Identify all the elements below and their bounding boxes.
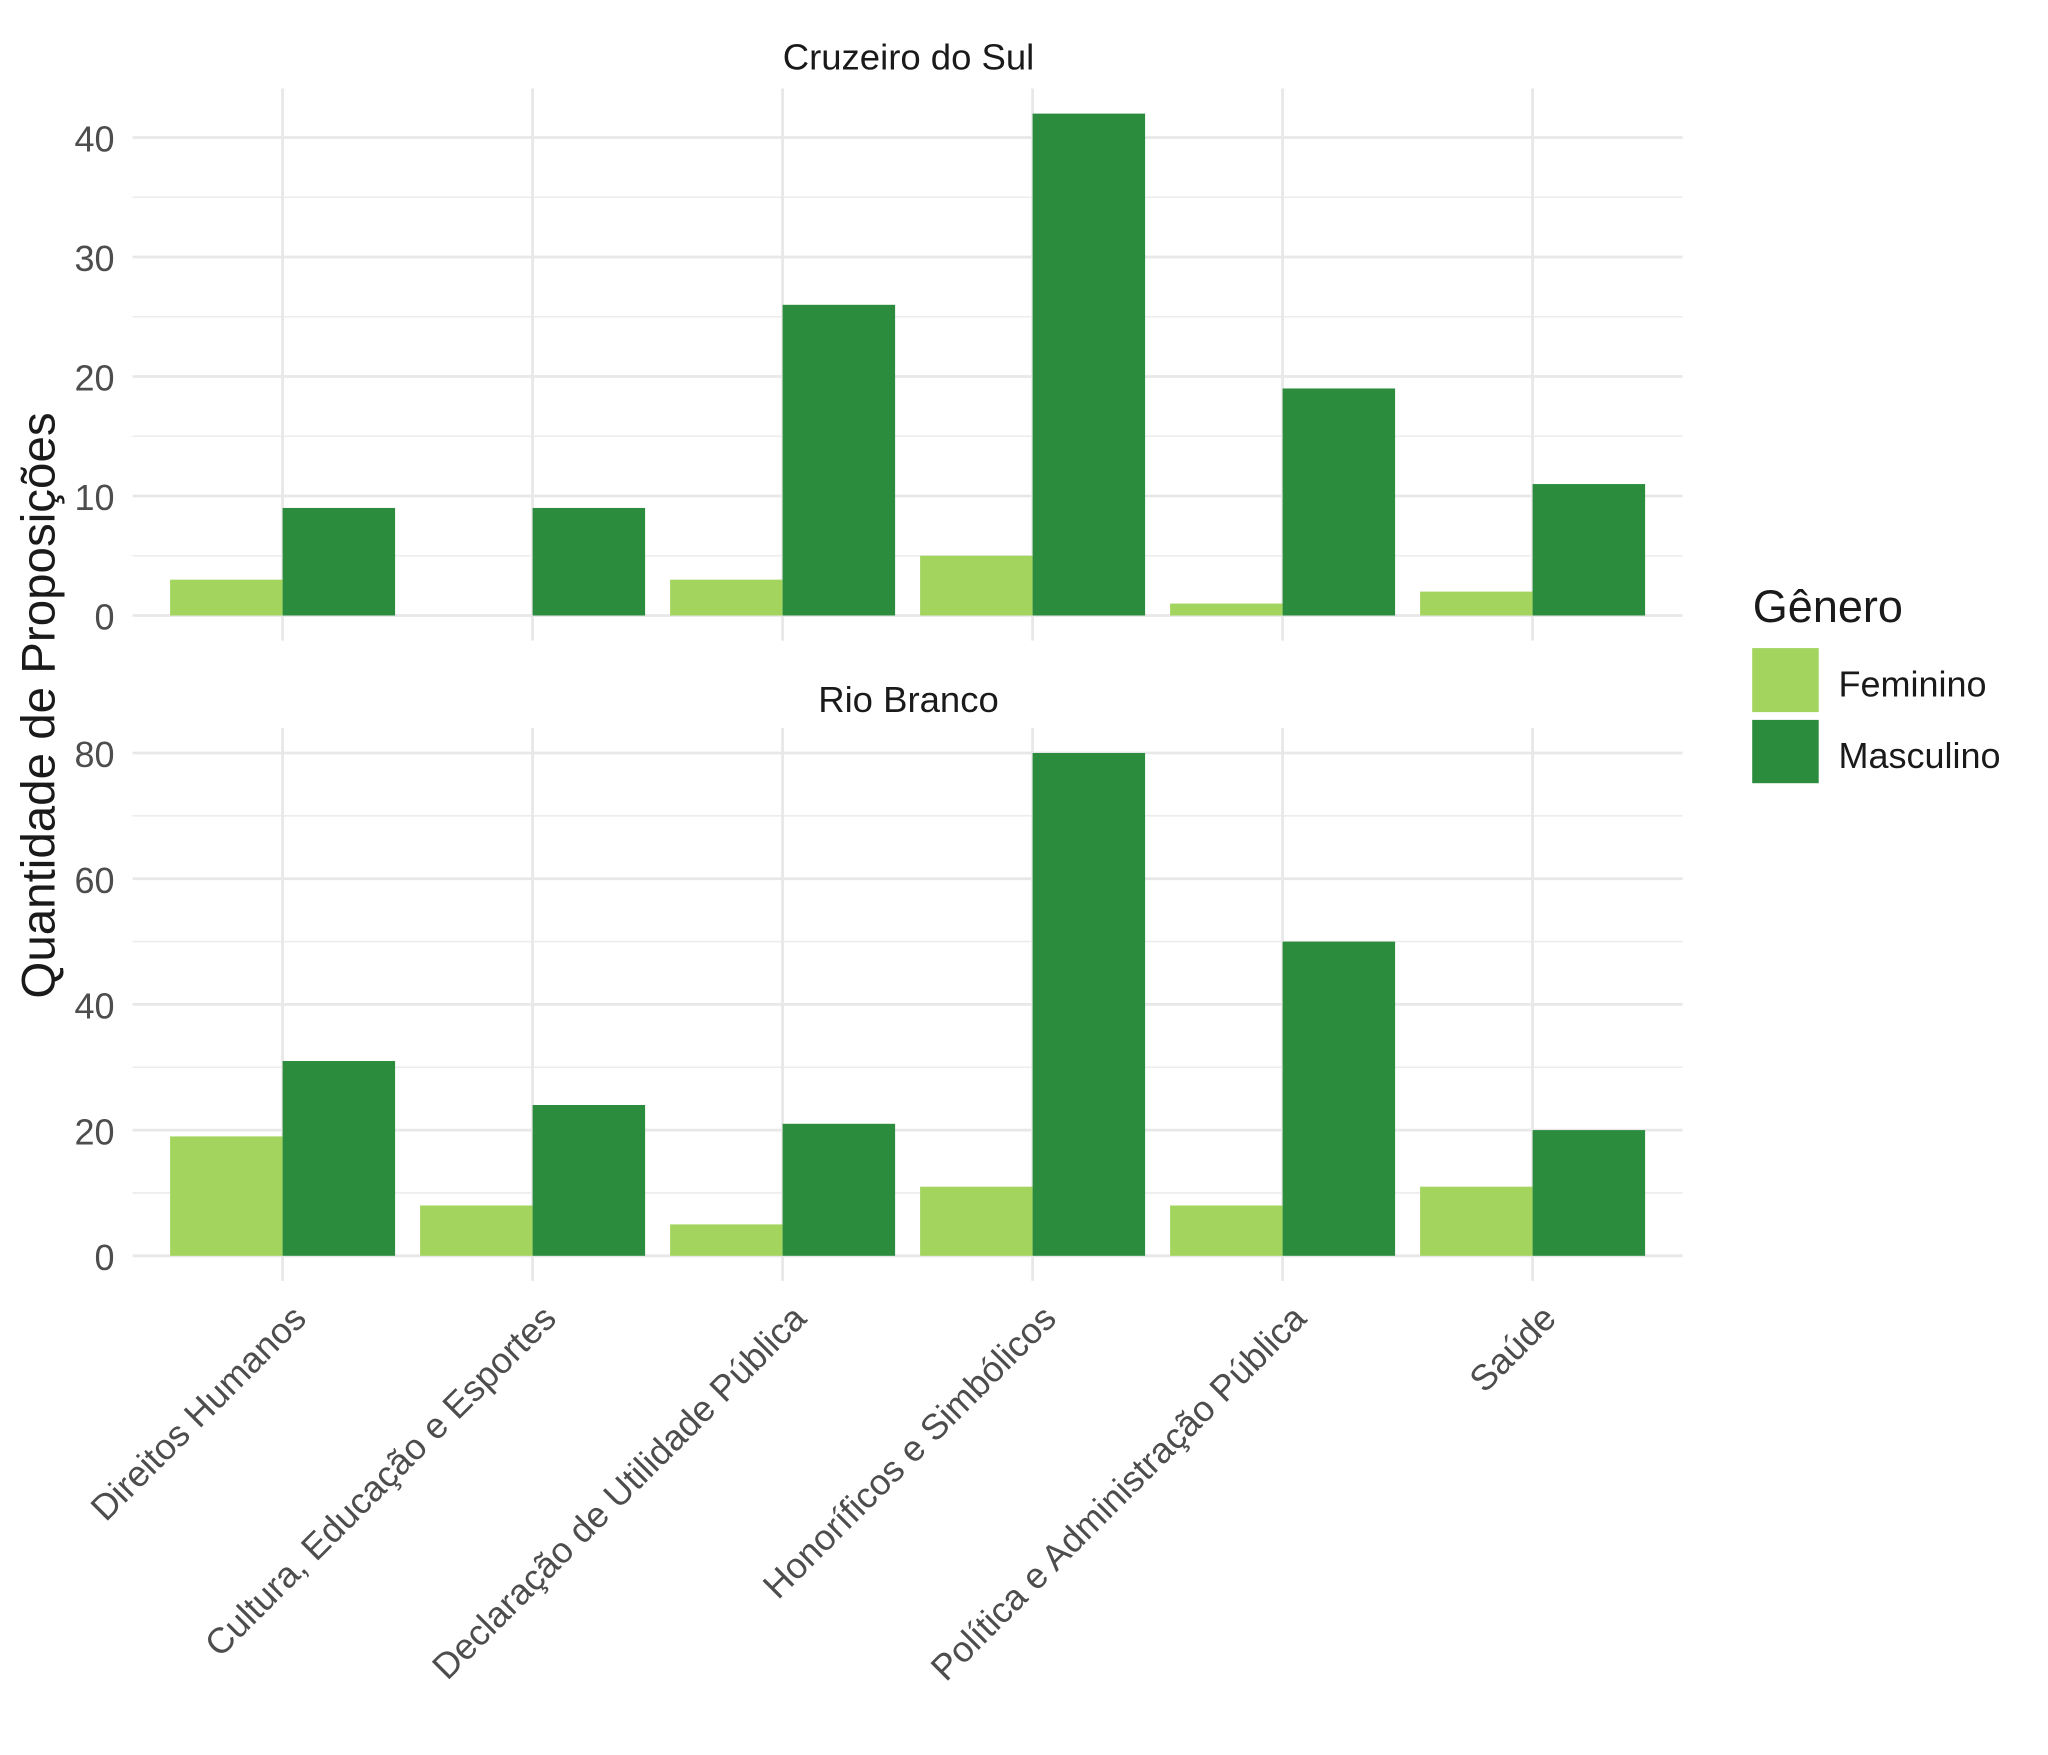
svg-text:10: 10 (74, 477, 114, 518)
svg-text:0: 0 (94, 597, 114, 638)
svg-text:30: 30 (74, 238, 114, 279)
svg-text:Feminino: Feminino (1839, 663, 1987, 704)
svg-text:Gênero: Gênero (1753, 581, 1903, 632)
svg-text:60: 60 (74, 860, 114, 901)
svg-text:40: 40 (74, 119, 114, 160)
svg-text:Masculino: Masculino (1839, 735, 2001, 776)
svg-text:Quantidade de Proposições: Quantidade de Proposições (13, 412, 66, 998)
svg-text:Cruzeiro do Sul: Cruzeiro do Sul (783, 36, 1035, 77)
svg-text:20: 20 (74, 358, 114, 399)
svg-text:Rio Branco: Rio Branco (818, 679, 999, 720)
svg-text:80: 80 (74, 734, 114, 775)
svg-text:20: 20 (74, 1111, 114, 1152)
svg-text:0: 0 (94, 1237, 114, 1278)
svg-text:40: 40 (74, 986, 114, 1027)
